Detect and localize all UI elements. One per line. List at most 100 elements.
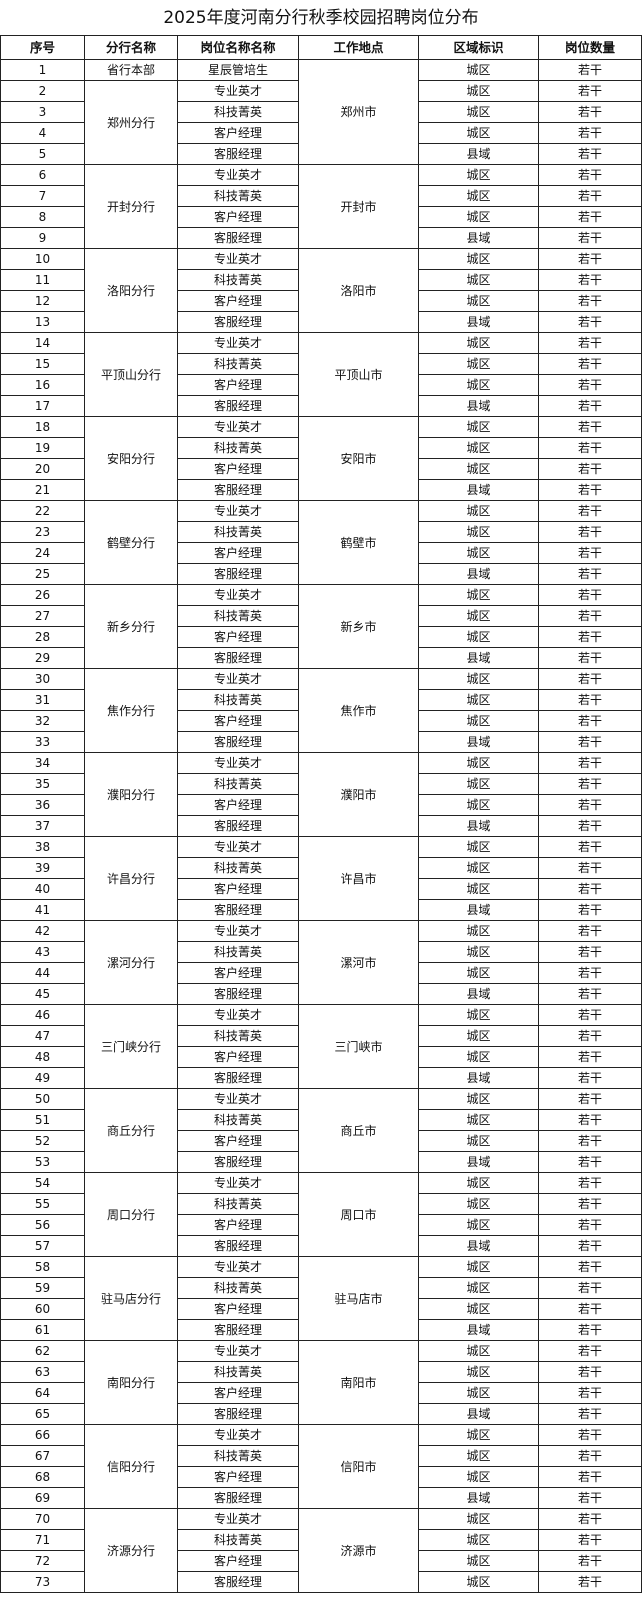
table-row: 22 鹤壁分行 专业英才 鹤壁市 城区 若干 (0, 500, 642, 585)
area-cell: 城区 (418, 269, 539, 291)
area-cell: 县域 (418, 1067, 539, 1089)
seq-cell: 34 (0, 752, 85, 774)
location-cell: 濮阳市 (298, 752, 419, 837)
position-cell: 客户经理 (177, 206, 299, 228)
count-cell: 若干 (538, 752, 642, 774)
count-cell: 若干 (538, 1550, 642, 1572)
seq-cell: 29 (0, 647, 85, 669)
seq-cell: 41 (0, 899, 85, 921)
seq-cell: 66 (0, 1424, 85, 1446)
position-cell: 客户经理 (177, 458, 299, 480)
position-cell: 科技菁英 (177, 941, 299, 963)
count-cell: 若干 (538, 542, 642, 564)
count-cell: 若干 (538, 458, 642, 480)
table-row: 50 商丘分行 专业英才 商丘市 城区 若干 (0, 1088, 642, 1173)
header-location: 工作地点 (298, 35, 419, 60)
table-row: 35 科技菁英 城区 若干 (0, 773, 642, 795)
header-branch: 分行名称 (84, 35, 178, 60)
seq-cell: 28 (0, 626, 85, 648)
branch-cell: 驻马店分行 (84, 1256, 178, 1341)
count-cell: 若干 (538, 1445, 642, 1467)
position-cell: 客服经理 (177, 731, 299, 753)
area-cell: 城区 (418, 248, 539, 270)
table-row: 32 客户经理 城区 若干 (0, 710, 642, 732)
table-row: 53 客服经理 县域 若干 (0, 1151, 642, 1173)
table-row: 34 濮阳分行 专业英才 濮阳市 城区 若干 (0, 752, 642, 837)
position-cell: 客户经理 (177, 1046, 299, 1068)
table-row: 13 客服经理 县域 若干 (0, 311, 642, 333)
position-cell: 客户经理 (177, 542, 299, 564)
branch-cell: 许昌分行 (84, 836, 178, 921)
position-cell: 专业英才 (177, 1508, 299, 1530)
count-cell: 若干 (538, 857, 642, 879)
count-cell: 若干 (538, 1235, 642, 1257)
position-cell: 客户经理 (177, 794, 299, 816)
location-cell: 驻马店市 (298, 1256, 419, 1341)
seq-cell: 48 (0, 1046, 85, 1068)
table-body: 1 省行本部 星辰管培生 郑州市 城区 若干 2 郑州分行 专业英才 城区 若干 3 科技菁英 城区 若干 4… (0, 59, 642, 1593)
seq-cell: 46 (0, 1004, 85, 1026)
table-row: 38 许昌分行 专业英才 许昌市 城区 若干 (0, 836, 642, 921)
table-row: 17 客服经理 县域 若干 (0, 395, 642, 417)
position-cell: 客服经理 (177, 1403, 299, 1425)
location-cell: 许昌市 (298, 836, 419, 921)
table-row: 56 客户经理 城区 若干 (0, 1214, 642, 1236)
count-cell: 若干 (538, 941, 642, 963)
branch-cell: 鹤壁分行 (84, 500, 178, 585)
count-cell: 若干 (538, 647, 642, 669)
branch-cell: 三门峡分行 (84, 1004, 178, 1089)
count-cell: 若干 (538, 1571, 642, 1593)
seq-cell: 53 (0, 1151, 85, 1173)
area-cell: 县域 (418, 647, 539, 669)
area-cell: 县域 (418, 1487, 539, 1509)
position-cell: 客服经理 (177, 983, 299, 1005)
position-cell: 科技菁英 (177, 437, 299, 459)
position-cell: 科技菁英 (177, 857, 299, 879)
position-cell: 科技菁英 (177, 1277, 299, 1299)
position-cell: 科技菁英 (177, 1445, 299, 1467)
seq-cell: 26 (0, 584, 85, 606)
seq-cell: 65 (0, 1403, 85, 1425)
table-row: 41 客服经理 县域 若干 (0, 899, 642, 921)
table-row: 31 科技菁英 城区 若干 (0, 689, 642, 711)
position-cell: 客服经理 (177, 1151, 299, 1173)
position-cell: 科技菁英 (177, 521, 299, 543)
area-cell: 城区 (418, 794, 539, 816)
table-row: 58 驻马店分行 专业英才 驻马店市 城区 若干 (0, 1256, 642, 1341)
branch-cell: 南阳分行 (84, 1340, 178, 1425)
table-row: 27 科技菁英 城区 若干 (0, 605, 642, 627)
count-cell: 若干 (538, 689, 642, 711)
area-cell: 城区 (418, 1424, 539, 1446)
position-cell: 客户经理 (177, 710, 299, 732)
location-cell: 新乡市 (298, 584, 419, 669)
position-cell: 客服经理 (177, 1319, 299, 1341)
seq-cell: 9 (0, 227, 85, 249)
count-cell: 若干 (538, 1340, 642, 1362)
branch-cell: 周口分行 (84, 1172, 178, 1257)
area-cell: 县域 (418, 1235, 539, 1257)
branch-cell: 安阳分行 (84, 416, 178, 501)
count-cell: 若干 (538, 626, 642, 648)
seq-cell: 19 (0, 437, 85, 459)
area-cell: 城区 (418, 1508, 539, 1530)
count-cell: 若干 (538, 416, 642, 438)
position-cell: 客服经理 (177, 899, 299, 921)
seq-cell: 71 (0, 1529, 85, 1551)
area-cell: 城区 (418, 101, 539, 123)
table-row: 42 漯河分行 专业英才 漯河市 城区 若干 (0, 920, 642, 1005)
position-cell: 科技菁英 (177, 1109, 299, 1131)
area-cell: 城区 (418, 332, 539, 354)
count-cell: 若干 (538, 1151, 642, 1173)
position-cell: 客户经理 (177, 122, 299, 144)
count-cell: 若干 (538, 920, 642, 942)
position-cell: 科技菁英 (177, 773, 299, 795)
table-row: 12 客户经理 城区 若干 (0, 290, 642, 312)
header-count: 岗位数量 (538, 35, 642, 60)
count-cell: 若干 (538, 899, 642, 921)
seq-cell: 2 (0, 80, 85, 102)
area-cell: 城区 (418, 1445, 539, 1467)
table-row: 8 客户经理 城区 若干 (0, 206, 642, 228)
count-cell: 若干 (538, 1004, 642, 1026)
count-cell: 若干 (538, 878, 642, 900)
branch-cell: 郑州分行 (84, 80, 178, 165)
